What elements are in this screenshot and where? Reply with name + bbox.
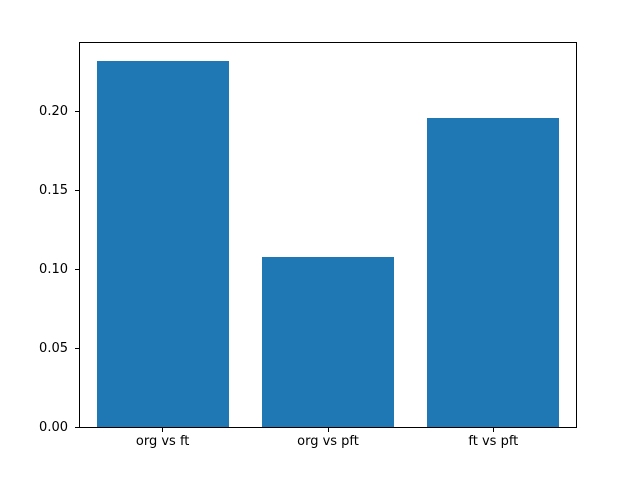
x-tick-mark: [162, 428, 164, 432]
y-tick-mark: [75, 268, 79, 270]
plot-area: [79, 42, 577, 428]
y-tick-label: 0.05: [39, 340, 68, 356]
y-tick-mark: [75, 190, 79, 192]
x-tick-mark: [327, 428, 329, 432]
bar-org-vs-pft: [261, 256, 395, 427]
bar-ft-vs-pft: [427, 118, 560, 427]
y-tick-label: 0.15: [39, 183, 68, 199]
y-tick-label: 0.10: [39, 261, 68, 277]
x-tick-label: org vs pft: [297, 434, 359, 449]
y-tick-label: 0.20: [39, 104, 68, 120]
y-tick-mark: [75, 111, 79, 113]
y-tick-label: 0.00: [39, 419, 68, 435]
x-tick-label: org vs ft: [135, 434, 190, 449]
y-tick-mark: [75, 426, 79, 428]
y-tick-mark: [75, 347, 79, 349]
x-tick-mark: [492, 428, 494, 432]
x-tick-label: ft vs pft: [468, 434, 519, 449]
bar-org-vs-ft: [96, 61, 229, 427]
